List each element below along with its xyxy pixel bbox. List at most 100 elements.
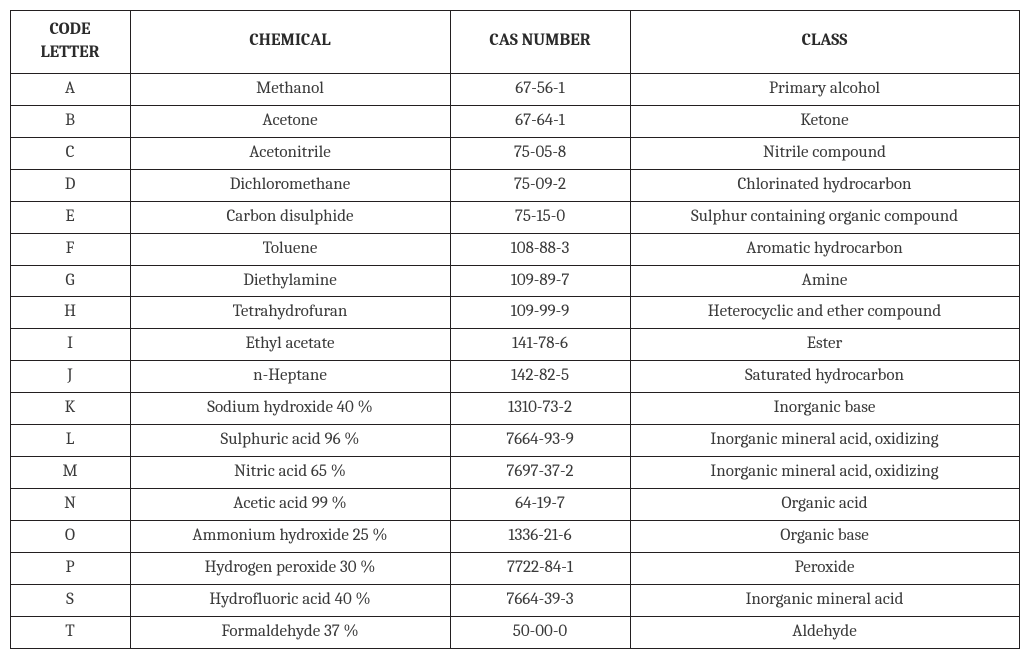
header-code-line2: LETTER xyxy=(17,42,124,65)
header-code-line1: CODE xyxy=(17,19,124,42)
table-body: AMethanol67-56-1Primary alcohol BAcetone… xyxy=(10,73,1019,648)
cell-cas: 108-88-3 xyxy=(450,233,630,265)
cell-cas: 7664-93-9 xyxy=(450,425,630,457)
cell-chemical: n-Heptane xyxy=(130,361,450,393)
header-row: CODE LETTER CHEMICAL CAS NUMBER CLASS xyxy=(10,11,1019,74)
cell-class: Inorganic mineral acid xyxy=(630,584,1019,616)
cell-code: P xyxy=(10,552,130,584)
cell-class: Saturated hydrocarbon xyxy=(630,361,1019,393)
cell-class: Inorganic mineral acid, oxidizing xyxy=(630,425,1019,457)
cell-code: L xyxy=(10,425,130,457)
cell-class: Aldehyde xyxy=(630,616,1019,648)
cell-code: K xyxy=(10,393,130,425)
cell-chemical: Acetic acid 99 % xyxy=(130,489,450,521)
cell-chemical: Formaldehyde 37 % xyxy=(130,616,450,648)
cell-chemical: Carbon disulphide xyxy=(130,201,450,233)
table-row: HTetrahydrofuran109-99-9Heterocyclic and… xyxy=(10,297,1019,329)
cell-chemical: Ammonium hydroxide 25 % xyxy=(130,521,450,553)
cell-code: I xyxy=(10,329,130,361)
cell-code: G xyxy=(10,265,130,297)
cell-class: Heterocyclic and ether compound xyxy=(630,297,1019,329)
header-chemical: CHEMICAL xyxy=(130,11,450,74)
cell-class: Inorganic base xyxy=(630,393,1019,425)
table-row: ECarbon disulphide75-15-0Sulphur contain… xyxy=(10,201,1019,233)
cell-code: D xyxy=(10,169,130,201)
table-row: OAmmonium hydroxide 25 %1336-21-6Organic… xyxy=(10,521,1019,553)
header-code: CODE LETTER xyxy=(10,11,130,74)
cell-code: S xyxy=(10,584,130,616)
cell-cas: 1310-73-2 xyxy=(450,393,630,425)
cell-chemical: Methanol xyxy=(130,73,450,105)
cell-code: H xyxy=(10,297,130,329)
table-row: PHydrogen peroxide 30 %7722-84-1Peroxide xyxy=(10,552,1019,584)
table-row: NAcetic acid 99 %64-19-7Organic acid xyxy=(10,489,1019,521)
cell-code: T xyxy=(10,616,130,648)
cell-code: C xyxy=(10,137,130,169)
cell-class: Organic base xyxy=(630,521,1019,553)
cell-chemical: Acetonitrile xyxy=(130,137,450,169)
cell-cas: 141-78-6 xyxy=(450,329,630,361)
cell-cas: 7664-39-3 xyxy=(450,584,630,616)
cell-code: O xyxy=(10,521,130,553)
cell-class: Inorganic mineral acid, oxidizing xyxy=(630,457,1019,489)
table-row: CAcetonitrile75-05-8Nitrile compound xyxy=(10,137,1019,169)
table-row: GDiethylamine109-89-7Amine xyxy=(10,265,1019,297)
table-row: MNitric acid 65 %7697-37-2Inorganic mine… xyxy=(10,457,1019,489)
cell-cas: 67-56-1 xyxy=(450,73,630,105)
cell-cas: 50-00-0 xyxy=(450,616,630,648)
table-row: LSulphuric acid 96 %7664-93-9Inorganic m… xyxy=(10,425,1019,457)
cell-chemical: Sodium hydroxide 40 % xyxy=(130,393,450,425)
cell-chemical: Hydrogen peroxide 30 % xyxy=(130,552,450,584)
cell-code: M xyxy=(10,457,130,489)
header-class: CLASS xyxy=(630,11,1019,74)
cell-class: Organic acid xyxy=(630,489,1019,521)
table-row: Jn-Heptane142-82-5Saturated hydrocarbon xyxy=(10,361,1019,393)
table-row: TFormaldehyde 37 %50-00-0Aldehyde xyxy=(10,616,1019,648)
cell-chemical: Ethyl acetate xyxy=(130,329,450,361)
cell-chemical: Sulphuric acid 96 % xyxy=(130,425,450,457)
cell-code: A xyxy=(10,73,130,105)
cell-chemical: Acetone xyxy=(130,105,450,137)
cell-code: E xyxy=(10,201,130,233)
table-row: IEthyl acetate141-78-6Ester xyxy=(10,329,1019,361)
cell-code: J xyxy=(10,361,130,393)
cell-cas: 64-19-7 xyxy=(450,489,630,521)
cell-cas: 75-05-8 xyxy=(450,137,630,169)
cell-chemical: Dichloromethane xyxy=(130,169,450,201)
cell-class: Ester xyxy=(630,329,1019,361)
table-row: AMethanol67-56-1Primary alcohol xyxy=(10,73,1019,105)
cell-cas: 109-89-7 xyxy=(450,265,630,297)
cell-cas: 109-99-9 xyxy=(450,297,630,329)
cell-code: F xyxy=(10,233,130,265)
table-row: BAcetone67-64-1Ketone xyxy=(10,105,1019,137)
cell-class: Nitrile compound xyxy=(630,137,1019,169)
cell-class: Chlorinated hydrocarbon xyxy=(630,169,1019,201)
table-row: SHydrofluoric acid 40 %7664-39-3Inorgani… xyxy=(10,584,1019,616)
table-header: CODE LETTER CHEMICAL CAS NUMBER CLASS xyxy=(10,11,1019,74)
cell-cas: 75-15-0 xyxy=(450,201,630,233)
cell-chemical: Hydrofluoric acid 40 % xyxy=(130,584,450,616)
cell-cas: 67-64-1 xyxy=(450,105,630,137)
cell-class: Peroxide xyxy=(630,552,1019,584)
cell-cas: 142-82-5 xyxy=(450,361,630,393)
cell-cas: 7722-84-1 xyxy=(450,552,630,584)
table-row: FToluene108-88-3Aromatic hydrocarbon xyxy=(10,233,1019,265)
cell-class: Primary alcohol xyxy=(630,73,1019,105)
table-row: DDichloromethane75-09-2Chlorinated hydro… xyxy=(10,169,1019,201)
cell-chemical: Diethylamine xyxy=(130,265,450,297)
cell-class: Sulphur containing organic compound xyxy=(630,201,1019,233)
cell-class: Amine xyxy=(630,265,1019,297)
cell-chemical: Nitric acid 65 % xyxy=(130,457,450,489)
cell-code: B xyxy=(10,105,130,137)
cell-cas: 1336-21-6 xyxy=(450,521,630,553)
cell-class: Aromatic hydrocarbon xyxy=(630,233,1019,265)
cell-cas: 7697-37-2 xyxy=(450,457,630,489)
header-cas: CAS NUMBER xyxy=(450,11,630,74)
cell-code: N xyxy=(10,489,130,521)
cell-cas: 75-09-2 xyxy=(450,169,630,201)
cell-chemical: Toluene xyxy=(130,233,450,265)
table-row: KSodium hydroxide 40 %1310-73-2Inorganic… xyxy=(10,393,1019,425)
chemicals-table: CODE LETTER CHEMICAL CAS NUMBER CLASS AM… xyxy=(10,10,1020,649)
cell-class: Ketone xyxy=(630,105,1019,137)
cell-chemical: Tetrahydrofuran xyxy=(130,297,450,329)
